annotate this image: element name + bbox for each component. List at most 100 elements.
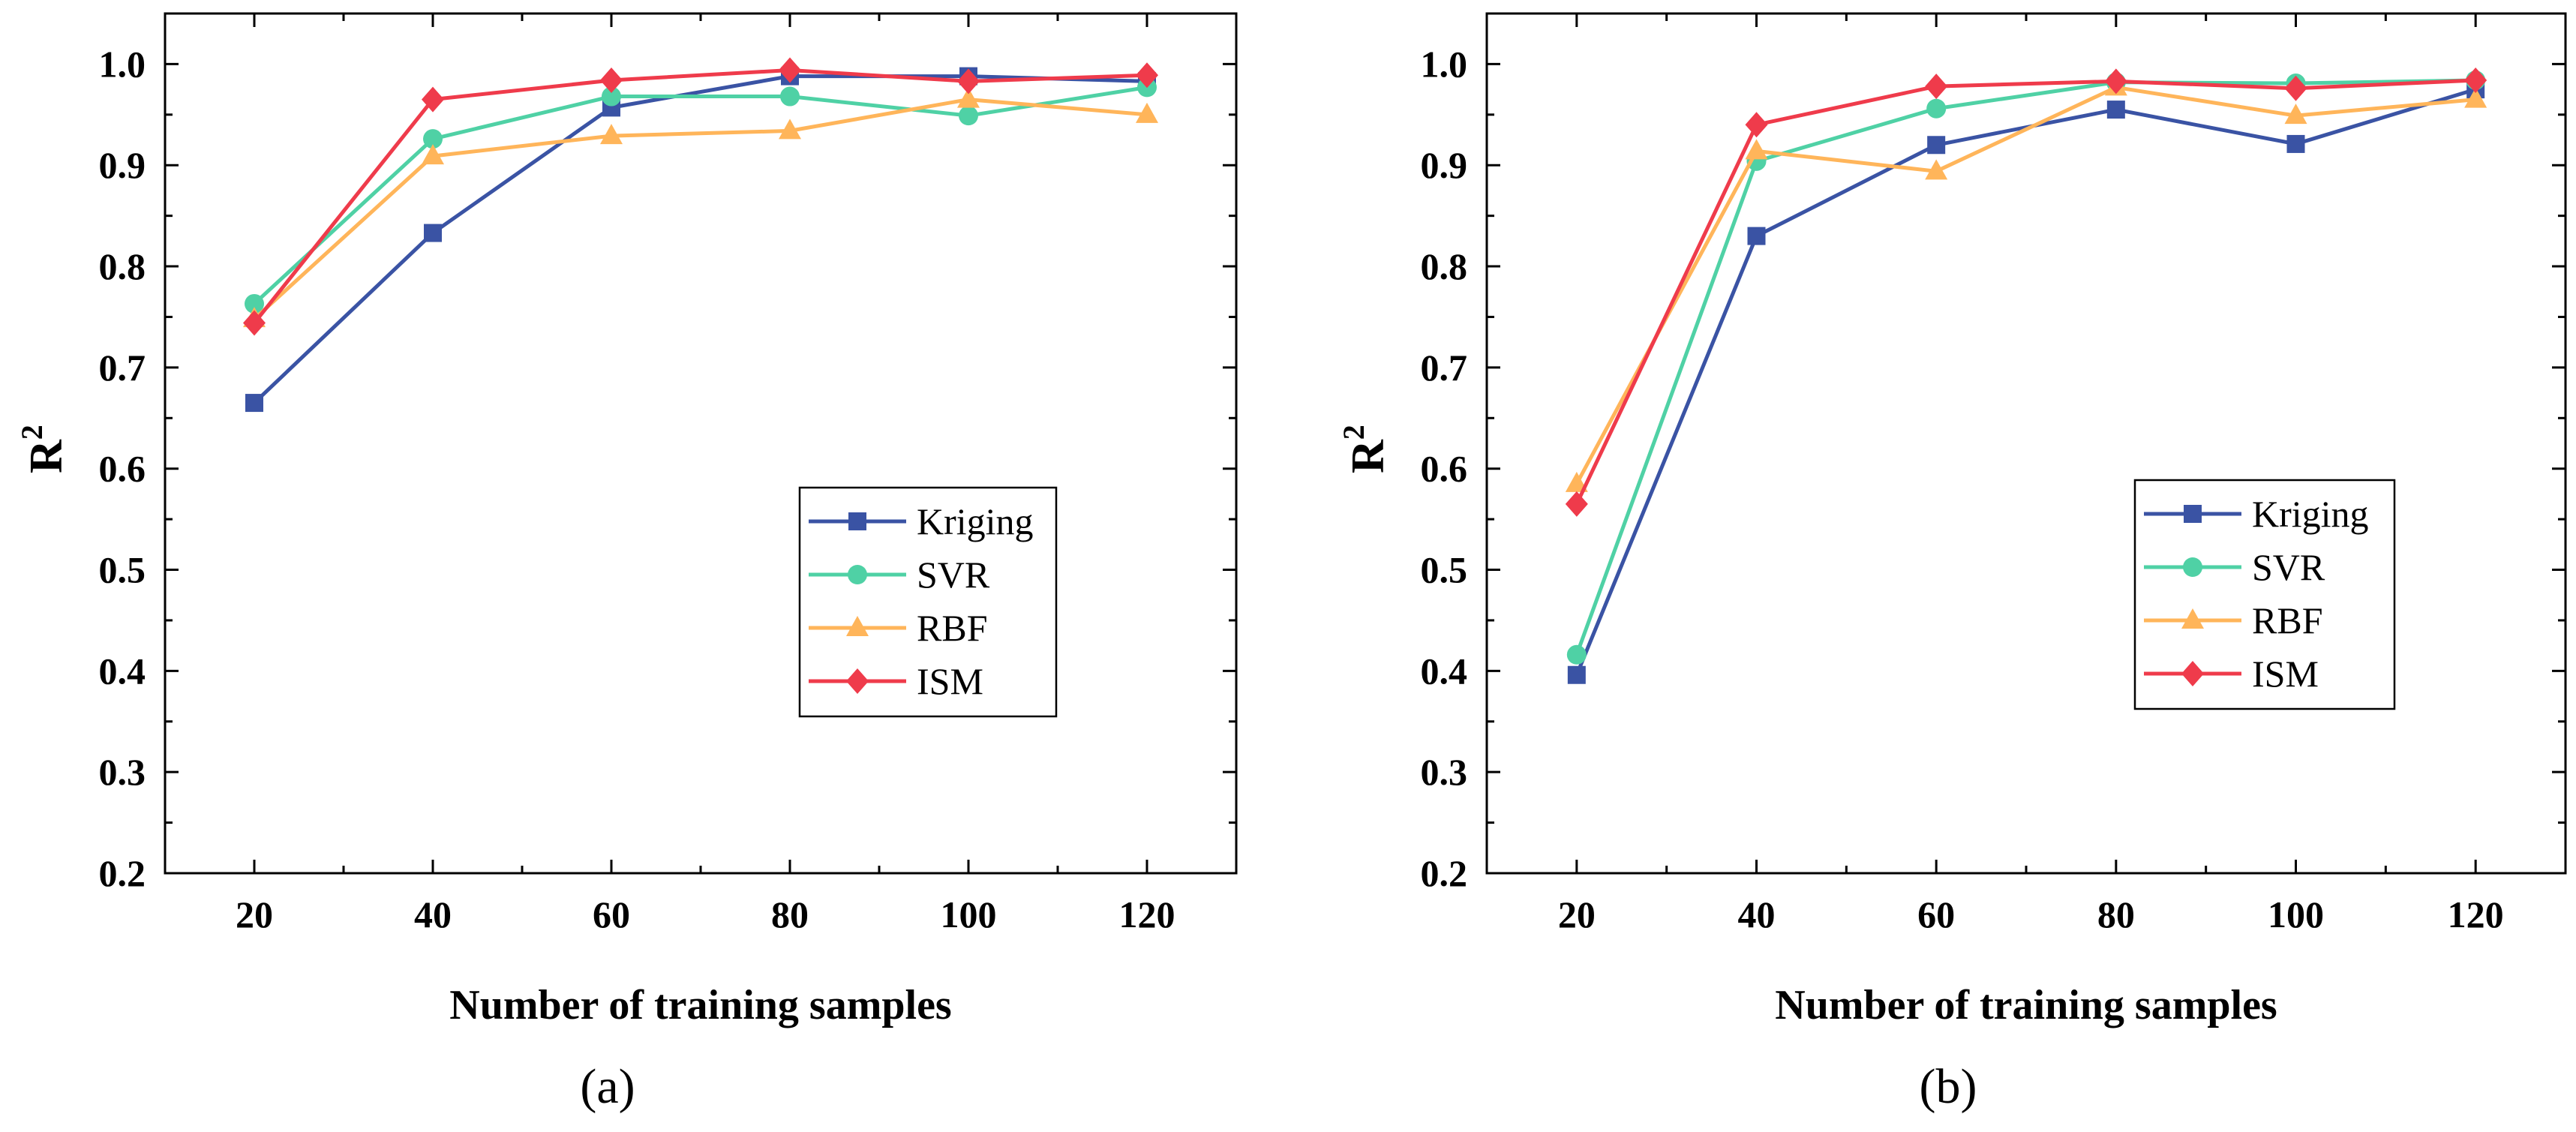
x-tick-label: 100 xyxy=(941,893,997,935)
legend-label: Kriging xyxy=(917,500,1034,542)
legend-label: RBF xyxy=(917,607,988,649)
x-tick-label: 40 xyxy=(1738,893,1776,935)
y-tick-label: 0.5 xyxy=(99,549,146,591)
series-line xyxy=(253,98,1148,321)
legend-item-ism: ISM xyxy=(2144,653,2319,695)
data-point xyxy=(1565,491,1588,517)
legend-marker xyxy=(2183,557,2202,577)
legend-label: ISM xyxy=(917,660,983,702)
data-point xyxy=(600,67,623,93)
data-point xyxy=(1925,159,1948,180)
data-point xyxy=(423,129,443,149)
legend-marker xyxy=(2181,661,2204,686)
legend-item-rbf: RBF xyxy=(2144,599,2323,641)
y-tick-label: 0.5 xyxy=(1421,549,1468,591)
y-axis-label-main: R xyxy=(1343,439,1394,473)
data-point xyxy=(1747,227,1766,245)
data-point xyxy=(1565,471,1588,492)
x-tick-label: 80 xyxy=(2097,893,2135,935)
y-tick-label: 0.4 xyxy=(99,650,146,692)
y-tick-label: 0.3 xyxy=(1421,751,1468,793)
legend-label: RBF xyxy=(2252,599,2323,641)
legend-label: Kriging xyxy=(2252,493,2369,535)
legend-box xyxy=(2133,479,2396,710)
y-tick-label: 0.2 xyxy=(99,852,146,894)
legend-marker xyxy=(848,565,867,584)
data-point xyxy=(779,57,801,83)
x-axis-title: Number of training samples xyxy=(449,982,951,1028)
legend: Kriging SVR RBF ISM xyxy=(798,486,1058,718)
series-rbf xyxy=(1565,75,2487,492)
data-point xyxy=(2284,104,2307,125)
legend-label: ISM xyxy=(2252,653,2319,695)
panel-label: (a) xyxy=(580,1059,635,1114)
chart-panel-a: 0.2 0.3 0.4 0.5 0.6 0.7 0.8 0.9 1.0 20 40 60 80 100 12… xyxy=(15,12,1238,1114)
data-point xyxy=(602,86,621,107)
y-tick-label: 1.0 xyxy=(99,43,146,85)
data-point xyxy=(422,86,444,113)
x-tick-label: 20 xyxy=(236,893,273,935)
legend-item-kriging: Kriging xyxy=(809,500,1034,542)
legend-box xyxy=(798,486,1058,718)
data-point xyxy=(957,87,980,108)
data-point xyxy=(780,86,800,107)
data-point xyxy=(1745,112,1768,138)
data-point xyxy=(2286,134,2305,153)
data-point xyxy=(2106,101,2125,119)
x-tick-label: 60 xyxy=(593,893,630,935)
y-tick-label: 0.7 xyxy=(99,347,146,389)
legend-marker xyxy=(846,668,869,694)
data-point xyxy=(2104,68,2127,95)
series-line xyxy=(1575,78,2476,656)
series-line xyxy=(253,74,1148,404)
legend-marker xyxy=(846,616,869,636)
y-tick-label: 0.8 xyxy=(99,245,146,287)
legend-item-ism: ISM xyxy=(809,660,983,702)
x-tick-label: 100 xyxy=(2268,893,2324,935)
data-point xyxy=(1926,98,1947,119)
x-axis-title: Number of training samples xyxy=(1775,982,2277,1028)
y-tick-label: 0.7 xyxy=(1421,347,1468,389)
y-axis-label-main: R xyxy=(21,439,72,473)
x-tick-label: 80 xyxy=(771,893,809,935)
data-point xyxy=(1925,74,1948,100)
y-axis-label: R2 xyxy=(1337,425,1394,473)
series-ism xyxy=(243,57,1158,336)
data-point xyxy=(2284,75,2307,101)
series-line xyxy=(1575,85,2476,485)
data-point xyxy=(1927,136,1946,155)
x-tick-label: 40 xyxy=(414,893,452,935)
y-tick-label: 0.6 xyxy=(1421,448,1468,490)
data-point xyxy=(424,224,442,242)
legend: Kriging SVR RBF ISM xyxy=(2133,479,2396,710)
legend-item-rbf: RBF xyxy=(809,607,988,649)
series-line xyxy=(253,85,1148,305)
legend-item-svr: SVR xyxy=(2144,546,2325,588)
data-point xyxy=(2464,87,2487,108)
legend-item-svr: SVR xyxy=(809,554,990,596)
data-point xyxy=(2464,67,2487,93)
series-line xyxy=(253,68,1148,325)
legend-label: SVR xyxy=(2252,546,2325,588)
y-tick-label: 0.2 xyxy=(1421,852,1468,894)
data-point xyxy=(957,68,980,95)
data-point xyxy=(422,144,444,165)
y-tick-label: 0.6 xyxy=(99,448,146,490)
data-point xyxy=(243,310,266,336)
y-axis-label-superscript: 2 xyxy=(15,425,49,440)
legend-label: SVR xyxy=(917,554,990,596)
data-point xyxy=(1566,644,1587,665)
data-point xyxy=(779,119,801,140)
y-tick-label: 0.9 xyxy=(99,144,146,186)
legend-marker xyxy=(2181,608,2204,629)
legend-marker xyxy=(848,512,866,530)
data-point xyxy=(245,293,264,314)
x-tick-label: 120 xyxy=(2448,893,2504,935)
data-point xyxy=(1136,62,1158,89)
data-point xyxy=(1136,102,1158,123)
data-point xyxy=(959,106,978,126)
y-tick-label: 0.9 xyxy=(1421,144,1468,186)
y-tick-label: 0.8 xyxy=(1421,245,1468,287)
